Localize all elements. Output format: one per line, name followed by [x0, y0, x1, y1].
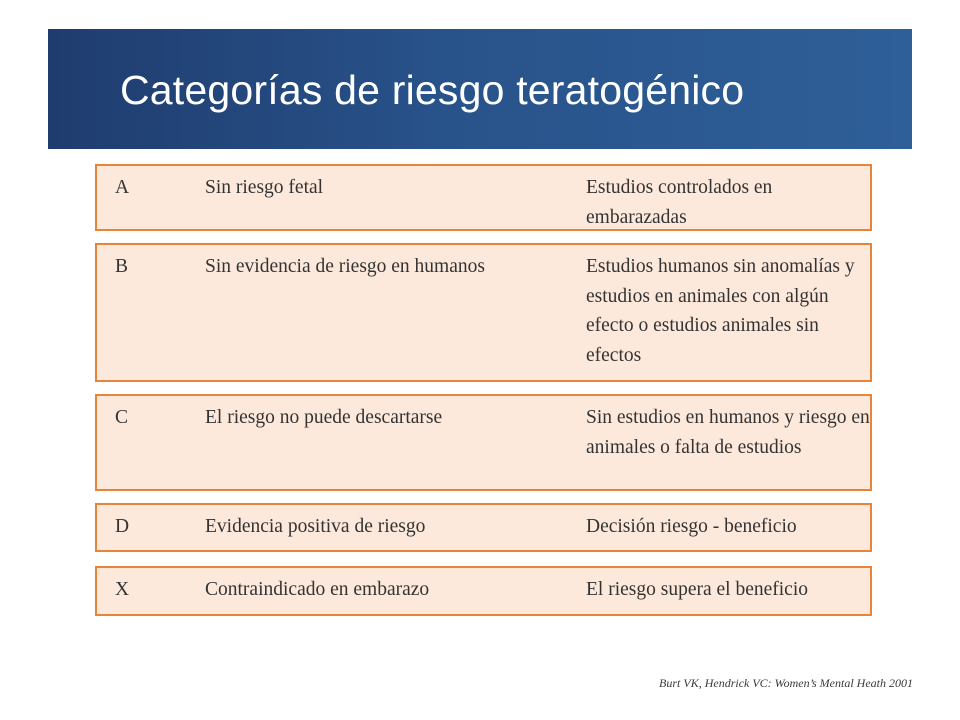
category-row-c: C El riesgo no puede descartarse Sin est…: [95, 394, 872, 491]
category-description: Estudios humanos sin anomalías y estudio…: [586, 256, 855, 366]
category-letter: C: [115, 407, 129, 428]
category-description: Sin estudios en humanos y riesgo en anim…: [586, 407, 870, 458]
category-description: El riesgo supera el beneficio: [586, 579, 808, 600]
category-risk: Contraindicado en embarazo: [205, 579, 430, 600]
category-risk: Evidencia positiva de riesgo: [205, 516, 426, 537]
category-row-x: X Contraindicado en embarazo El riesgo s…: [95, 566, 872, 616]
category-letter: D: [115, 516, 130, 537]
category-letter: A: [115, 177, 130, 198]
category-risk: Sin evidencia de riesgo en humanos: [205, 256, 485, 277]
category-row-d: D Evidencia positiva de riesgo Decisión …: [95, 503, 872, 552]
source-citation: Burt VK, Hendrick VC: Women’s Mental Hea…: [659, 676, 913, 690]
category-risk: El riesgo no puede descartarse: [205, 407, 443, 428]
category-letter: B: [115, 256, 129, 277]
title-banner: Categorías de riesgo teratogénico: [48, 29, 912, 149]
category-letter: X: [115, 579, 130, 600]
slide-title: Categorías de riesgo teratogénico: [120, 67, 745, 113]
category-risk: Sin riesgo fetal: [205, 177, 324, 198]
category-description: Decisión riesgo - beneficio: [586, 516, 797, 537]
category-row-b: B Sin evidencia de riesgo en humanos Est…: [95, 243, 872, 382]
category-row-a: A Sin riesgo fetal Estudios controlados …: [95, 164, 872, 231]
category-description: Estudios controlados en embarazadas: [586, 177, 773, 228]
